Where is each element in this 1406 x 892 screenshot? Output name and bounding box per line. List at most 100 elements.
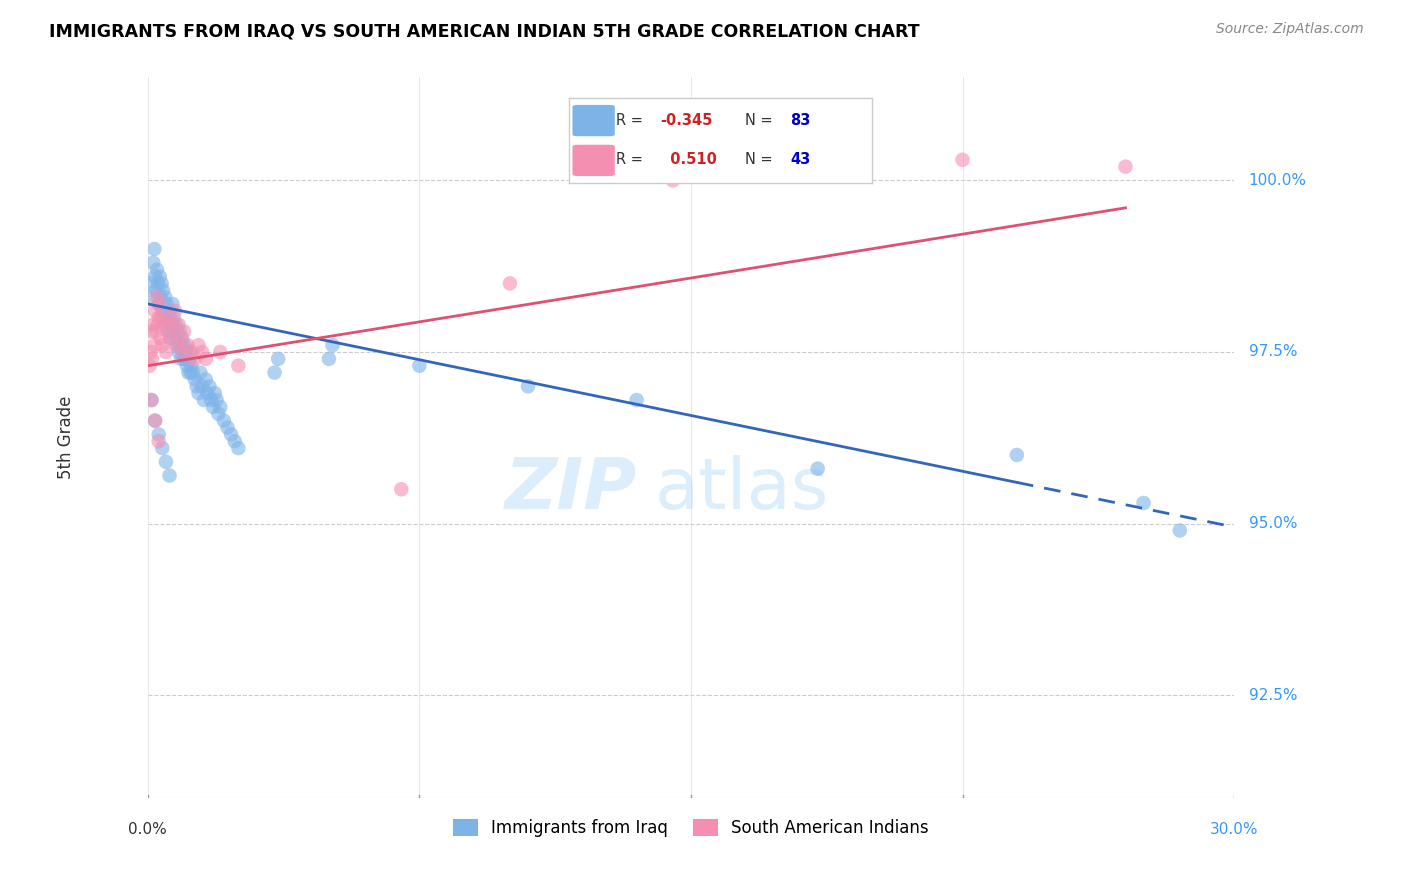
Point: [150, 338, 173, 352]
Text: 0.0%: 0.0%: [128, 822, 167, 838]
Point: [517, 379, 540, 393]
Point: [191, 379, 214, 393]
Text: 5th Grade: 5th Grade: [58, 396, 76, 480]
Point: [321, 338, 343, 352]
Point: [155, 455, 177, 469]
Point: [160, 331, 183, 345]
Point: [187, 338, 209, 352]
Point: [163, 310, 186, 325]
Point: [228, 359, 250, 373]
Point: [172, 345, 194, 359]
Point: [150, 277, 173, 291]
Point: [152, 283, 174, 297]
Point: [141, 392, 163, 407]
Point: [169, 325, 191, 339]
Text: 0.510: 0.510: [661, 152, 717, 167]
Point: [159, 303, 181, 318]
Point: [389, 483, 412, 497]
Point: [228, 441, 250, 455]
Point: [146, 318, 169, 332]
Point: [146, 262, 169, 277]
Point: [141, 325, 163, 339]
Point: [146, 290, 169, 304]
Text: 43: 43: [790, 152, 810, 167]
Text: ZIP: ZIP: [505, 455, 637, 524]
Point: [153, 318, 176, 332]
Point: [139, 277, 162, 291]
Point: [142, 256, 165, 270]
Point: [142, 318, 165, 332]
Point: [148, 297, 170, 311]
Point: [146, 277, 169, 291]
Point: [169, 331, 191, 345]
Point: [177, 366, 200, 380]
Point: [219, 427, 242, 442]
Point: [186, 379, 208, 393]
Point: [148, 434, 170, 449]
Point: [176, 338, 198, 352]
Text: 97.5%: 97.5%: [1249, 344, 1298, 359]
Point: [180, 366, 202, 380]
Point: [162, 318, 184, 332]
Point: [173, 351, 195, 366]
Point: [207, 407, 229, 421]
Point: [143, 303, 166, 318]
Point: [148, 427, 170, 442]
Point: [159, 331, 181, 345]
Point: [165, 318, 187, 332]
Point: [408, 359, 430, 373]
Text: 95.0%: 95.0%: [1249, 516, 1298, 531]
Point: [184, 351, 207, 366]
Point: [173, 338, 195, 352]
Point: [176, 359, 198, 373]
Legend: Immigrants from Iraq, South American Indians: Immigrants from Iraq, South American Ind…: [446, 813, 936, 844]
Point: [155, 345, 177, 359]
Point: [149, 269, 172, 284]
Point: [193, 392, 215, 407]
Point: [162, 297, 184, 311]
Point: [141, 392, 163, 407]
Point: [174, 345, 197, 359]
Point: [149, 290, 172, 304]
Point: [187, 386, 209, 401]
Text: 83: 83: [790, 113, 810, 128]
Point: [188, 366, 211, 380]
Point: [952, 153, 974, 167]
Point: [662, 173, 685, 187]
Point: [163, 303, 186, 318]
Point: [162, 325, 184, 339]
Point: [156, 325, 179, 339]
Point: [143, 269, 166, 284]
Point: [169, 338, 191, 352]
Point: [626, 392, 648, 407]
Point: [172, 331, 194, 345]
Point: [166, 325, 188, 339]
Point: [166, 338, 188, 352]
Point: [153, 290, 176, 304]
Point: [209, 400, 232, 414]
Text: R =: R =: [616, 113, 643, 128]
Text: N =: N =: [745, 152, 772, 167]
Point: [150, 441, 173, 455]
Point: [149, 331, 172, 345]
Point: [150, 303, 173, 318]
Point: [499, 277, 522, 291]
Point: [1005, 448, 1028, 462]
Point: [167, 318, 190, 332]
Text: 30.0%: 30.0%: [1209, 822, 1258, 838]
Point: [267, 351, 290, 366]
Point: [318, 351, 340, 366]
Point: [194, 372, 217, 386]
Point: [143, 414, 166, 428]
Point: [1132, 496, 1154, 510]
Point: [141, 351, 163, 366]
FancyBboxPatch shape: [572, 145, 614, 176]
Point: [180, 345, 202, 359]
Point: [156, 310, 179, 325]
Point: [163, 331, 186, 345]
Point: [179, 351, 201, 366]
Text: Source: ZipAtlas.com: Source: ZipAtlas.com: [1216, 22, 1364, 37]
Point: [157, 325, 180, 339]
Point: [155, 318, 177, 332]
Point: [149, 297, 172, 311]
